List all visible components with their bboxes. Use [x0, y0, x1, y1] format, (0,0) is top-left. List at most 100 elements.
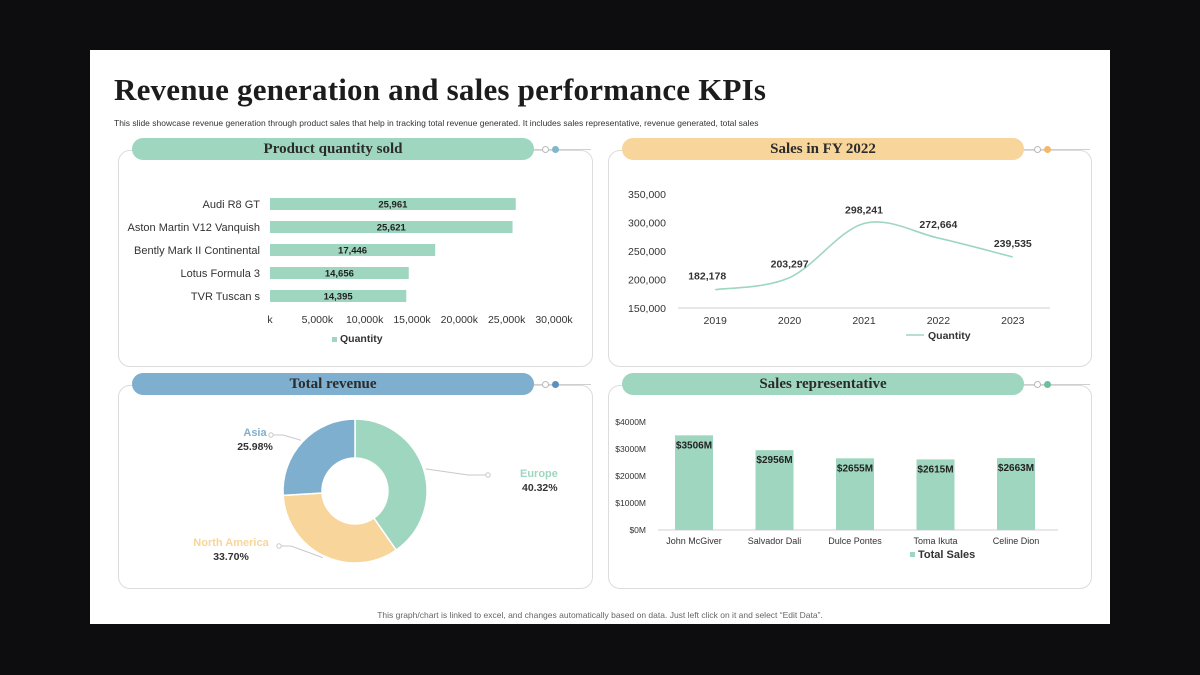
qty-legend-swatch	[332, 337, 337, 342]
qty-bar	[270, 221, 513, 233]
rep-category-label: Celine Dion	[993, 536, 1040, 546]
sales-fy-chart: 150,000 200,000 250,000 300,000 350,000 2019 2…	[628, 189, 1050, 342]
pie-leader-line	[425, 468, 486, 476]
sales-fy-dot	[1044, 146, 1051, 153]
line-y-tick-label: 200,000	[628, 275, 666, 287]
rep-y-tick-label: $1000M	[615, 498, 646, 508]
qty-value-label: 14,656	[325, 269, 354, 280]
line-value-label: 203,297	[771, 259, 809, 271]
line-x-tick-label: 2022	[927, 315, 951, 327]
rep-y-tick-label: $2000M	[615, 471, 646, 481]
rep-y-tick-label: $4000M	[615, 417, 646, 427]
rep-category-label: Toma Ikuta	[913, 536, 957, 546]
qty-bar	[270, 244, 436, 256]
rep-value-label: $2615M	[917, 464, 953, 475]
line-y-tick-label: 150,000	[628, 303, 666, 315]
line-x-tick-label: 2019	[704, 315, 728, 327]
qty-category-label: Lotus Formula 3	[181, 268, 260, 280]
product-quantity-dot-hollow	[542, 146, 549, 153]
rep-category-label: John McGiver	[666, 536, 722, 546]
product-quantity-chart: Audi R8 GT 25,961 Aston Martin V12 Vanquis…	[128, 198, 573, 345]
rep-legend-label: Total Sales	[918, 549, 975, 561]
qty-category-label: Audi R8 GT	[203, 199, 261, 211]
rep-category-label: Salvador Dali	[748, 536, 802, 546]
qty-bar	[270, 267, 409, 279]
sales-rep-dot-hollow	[1034, 381, 1041, 388]
qty-category-label: TVR Tuscan s	[191, 291, 261, 303]
rep-bar	[997, 458, 1035, 530]
line-value-label: 239,535	[994, 238, 1032, 250]
line-value-label: 182,178	[688, 271, 726, 283]
qty-x-tick-label: 30,000k	[535, 314, 573, 326]
product-quantity-connector	[534, 149, 591, 150]
total-revenue-chart: Europe 40.32% North America 33.70% Asia 25.98…	[193, 418, 558, 564]
sales-rep-dot	[1044, 381, 1051, 388]
rep-value-label: $3506M	[676, 440, 712, 451]
product-quantity-header: Product quantity sold	[132, 138, 534, 160]
qty-bar	[270, 198, 516, 210]
pie-leader-dot	[268, 432, 274, 438]
line-x-tick-label: 2020	[778, 315, 802, 327]
line-y-tick-label: 300,000	[628, 218, 666, 230]
sales-fy-dot-hollow	[1034, 146, 1041, 153]
line-y-tick-label: 250,000	[628, 246, 666, 258]
rep-bar	[916, 459, 955, 530]
qty-legend-label: Quantity	[340, 333, 383, 345]
rep-category-label: Dulce Pontes	[828, 536, 882, 546]
rep-value-label: $2956M	[756, 455, 792, 466]
qty-category-label: Bently Mark II Continental	[134, 245, 260, 257]
line-value-label: 272,664	[919, 219, 957, 231]
rep-value-label: $2655M	[837, 463, 873, 474]
pie-leader-dot	[485, 472, 491, 478]
pie-slice-label: Asia	[243, 427, 267, 439]
line-legend-label: Quantity	[928, 330, 971, 342]
sales-fy-header: Sales in FY 2022	[622, 138, 1024, 160]
product-quantity-panel	[118, 150, 593, 367]
pie-slice-label: North America	[193, 537, 269, 549]
qty-category-label: Aston Martin V12 Vanquish	[128, 222, 260, 234]
pie-leader-dot	[276, 543, 282, 549]
pie-slice-value: 33.70%	[213, 551, 249, 563]
line-y-tick-label: 350,000	[628, 189, 666, 201]
sales-rep-chart: $0M $1000M $2000M $3000M $4000M $3506M John Mc…	[615, 417, 1058, 561]
line-series-quantity	[715, 221, 1013, 291]
slide-footer: This graph/chart is linked to excel, and…	[377, 610, 823, 620]
line-x-tick-label: 2023	[1001, 315, 1025, 327]
pie-slice-asia	[282, 418, 356, 497]
slide-title: Revenue generation and sales performance…	[114, 72, 767, 107]
pie-slice-value: 40.32%	[522, 482, 558, 494]
product-quantity-dot	[552, 146, 559, 153]
total-revenue-dot	[552, 381, 559, 388]
qty-bar	[270, 290, 407, 302]
qty-x-tick-label: 10,000k	[346, 314, 384, 326]
pie-slice-value: 25.98%	[237, 441, 273, 453]
rep-y-tick-label: $3000M	[615, 444, 646, 454]
qty-value-label: 17,446	[338, 246, 367, 257]
qty-value-label: 25,961	[378, 200, 408, 211]
pie-slice-label: Europe	[520, 468, 558, 480]
qty-x-tick-label: 20,000k	[441, 314, 479, 326]
sales-fy-connector	[1024, 149, 1090, 150]
pie-leader-line	[273, 434, 302, 441]
qty-x-tick-label: k	[267, 314, 273, 326]
qty-value-label: 14,395	[324, 292, 354, 303]
sales-fy-panel	[608, 150, 1092, 367]
rep-bar	[836, 458, 874, 530]
rep-y-tick-label: $0M	[629, 525, 646, 535]
rep-bar	[755, 450, 794, 530]
total-revenue-connector	[534, 384, 591, 385]
rep-bar	[675, 435, 713, 530]
line-x-tick-label: 2021	[852, 315, 876, 327]
pie-slice-north-america	[282, 492, 398, 564]
slide: Revenue generation and sales performance…	[90, 50, 1110, 624]
sales-rep-connector	[1024, 384, 1090, 385]
qty-x-tick-label: 5,000k	[302, 314, 334, 326]
qty-x-tick-label: 15,000k	[393, 314, 431, 326]
rep-legend-swatch	[910, 552, 915, 557]
total-revenue-dot-hollow	[542, 381, 549, 388]
slide-subtitle: This slide showcase revenue generation t…	[114, 118, 759, 128]
qty-x-tick-label: 25,000k	[488, 314, 526, 326]
line-value-label: 298,241	[845, 205, 883, 217]
total-revenue-header: Total revenue	[132, 373, 534, 395]
pie-slice-europe	[354, 418, 428, 552]
